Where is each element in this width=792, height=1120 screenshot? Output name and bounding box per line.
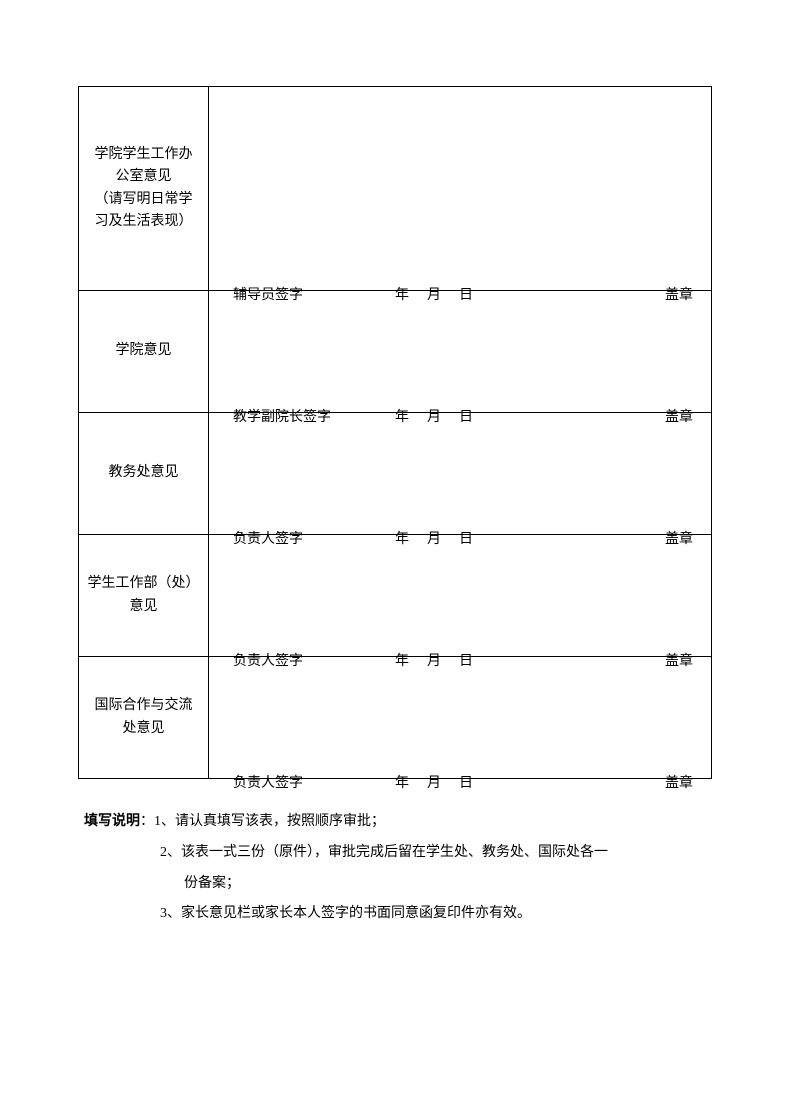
table-row: 学院学生工作办公室意见（请写明日常学习及生活表现）辅导员签字年月日盖章 [79, 87, 712, 291]
row-content: 负责人签字年月日盖章 [209, 535, 712, 657]
table-row: 学院意见教学副院长签字年月日盖章 [79, 291, 712, 413]
stamp-label: 盖章 [665, 772, 693, 792]
approval-table: 学院学生工作办公室意见（请写明日常学习及生活表现）辅导员签字年月日盖章学院意见教… [78, 86, 712, 779]
table-row: 学生工作部（处）意见负责人签字年月日盖章 [79, 535, 712, 657]
notes-item: 3、家长意见栏或家长本人签字的书面同意函复印件亦有效。 [160, 899, 531, 930]
date-label: 年月日 [395, 772, 473, 792]
row-content: 负责人签字年月日盖章 [209, 413, 712, 535]
row-label: 国际合作与交流处意见 [79, 657, 209, 779]
fill-instructions: 填写说明：1、请认真填写该表，按照顺序审批； 2、该表一式三份（原件），审批完成… [78, 805, 712, 930]
row-content: 辅导员签字年月日盖章 [209, 87, 712, 291]
notes-label: 填写说明 [84, 805, 140, 836]
notes-colon: ： [140, 807, 154, 838]
notes-item: 份备案； [184, 869, 240, 900]
row-label: 学生工作部（处）意见 [79, 535, 209, 657]
signer-label: 负责人签字 [233, 772, 303, 792]
row-content: 负责人签字年月日盖章 [209, 657, 712, 779]
table-row: 教务处意见负责人签字年月日盖章 [79, 413, 712, 535]
row-content: 教学副院长签字年月日盖章 [209, 291, 712, 413]
notes-item: 1、请认真填写该表，按照顺序审批； [154, 807, 385, 838]
table-row: 国际合作与交流处意见负责人签字年月日盖章 [79, 657, 712, 779]
row-label: 学院意见 [79, 291, 209, 413]
row-label: 学院学生工作办公室意见（请写明日常学习及生活表现） [79, 87, 209, 291]
row-label: 教务处意见 [79, 413, 209, 535]
notes-item: 2、该表一式三份（原件），审批完成后留在学生处、教务处、国际处各一 [160, 838, 608, 869]
